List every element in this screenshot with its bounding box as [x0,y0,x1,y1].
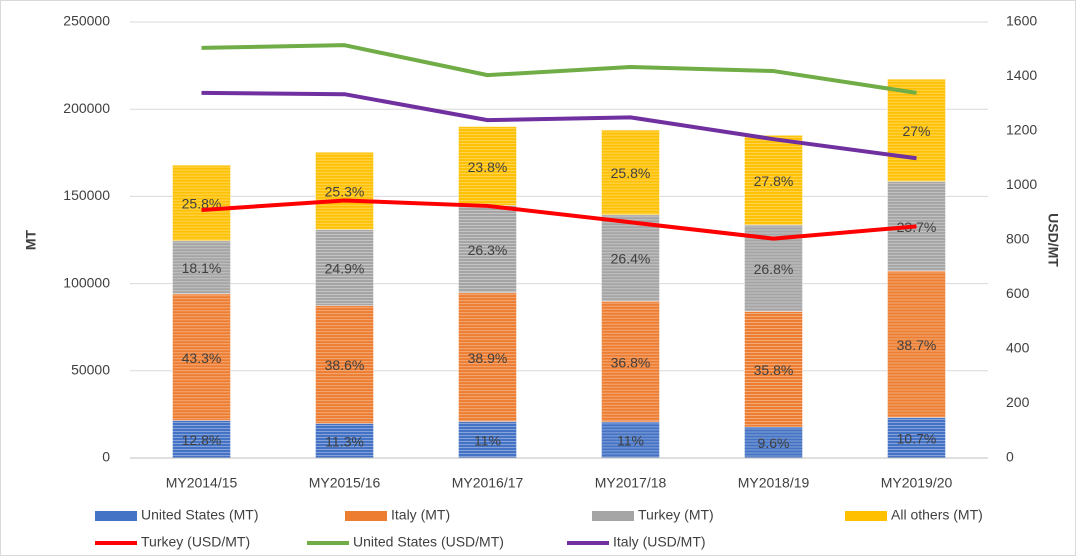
data-label: 35.8% [754,362,794,378]
bar-segment [458,292,517,423]
y2-tick-label: 1600 [1006,13,1037,29]
bar-segment [887,417,946,459]
data-label: 36.8% [611,354,651,370]
y-tick-label: 200000 [63,100,110,116]
line-series [201,43,917,95]
data-label: 27.8% [754,173,794,189]
x-tick-label: MY2014/15 [166,475,238,491]
legend-label: Turkey (MT) [638,507,714,523]
y2-axis-title: USD/MT [1045,213,1061,267]
bar-segment [458,204,517,294]
data-label: 26.4% [611,251,651,267]
data-label: 24.9% [325,260,365,276]
y2-tick-label: 600 [1006,285,1030,301]
legend-label: United States (USD/MT) [353,534,504,550]
legend-swatch [845,511,887,521]
data-label: 10.7% [897,430,937,446]
data-label: 23.8% [468,159,508,175]
y2-tick-label: 1200 [1006,122,1037,138]
y-axis-title: MT [23,229,39,250]
bar-segment [315,229,374,307]
x-tick-label: MY2019/20 [881,475,953,491]
bar-segment [744,311,803,428]
data-label: 38.9% [468,350,508,366]
bar-segment [172,293,231,422]
y-tick-label: 50000 [71,362,110,378]
data-label: 26.8% [754,261,794,277]
legend-swatch [592,511,634,521]
data-label: 11.3% [325,433,364,449]
x-tick-label: MY2018/19 [738,475,810,491]
y2-tick-label: 1400 [1006,67,1037,83]
bar-segment [458,126,517,206]
x-tick-label: MY2015/16 [309,475,381,491]
data-label: 18.1% [182,260,222,276]
data-label: 11% [474,432,501,448]
legend-label: Italy (MT) [391,507,450,523]
data-label: 43.3% [182,350,222,366]
y-tick-label: 150000 [63,187,110,203]
data-label: 9.6% [758,435,790,451]
bar-segment [601,129,660,216]
y2-tick-label: 800 [1006,231,1030,247]
legend-label: United States (MT) [141,507,258,523]
legend-label: Italy (USD/MT) [613,534,706,550]
legend-label: All others (MT) [891,507,983,523]
data-label: 38.7% [897,337,937,353]
data-label: 12.8% [182,432,222,448]
bar-segment [887,270,946,419]
y2-tick-label: 200 [1006,394,1030,410]
line-series [201,90,917,161]
y2-tick-label: 1000 [1006,176,1037,192]
y2-tick-label: 400 [1006,340,1030,356]
y2-tick-label: 0 [1006,449,1014,465]
data-label: 11% [617,433,644,449]
bar-segment [601,421,660,459]
legend-swatch [95,511,137,521]
data-label: 38.6% [325,357,365,373]
line-series [201,198,917,241]
bar-segment [172,240,231,295]
bar-segment [172,420,231,459]
bar-segment [744,426,803,459]
x-tick-label: MY2016/17 [452,475,524,491]
bar-segment [172,164,231,242]
legend-label: Turkey (USD/MT) [141,534,250,550]
bar-segment [744,134,803,226]
data-label: 25.3% [325,184,365,200]
data-label: 27% [902,123,930,139]
bar-segment [601,300,660,423]
bar-segment [887,78,946,182]
y-tick-label: 0 [102,449,110,465]
legend-swatch [345,511,387,521]
data-label: 26.3% [468,242,508,258]
data-label: 25.8% [611,165,651,181]
y-tick-label: 250000 [63,13,110,29]
bar-segment [315,151,374,231]
x-tick-label: MY2017/18 [595,475,667,491]
y-tick-label: 100000 [63,274,110,290]
